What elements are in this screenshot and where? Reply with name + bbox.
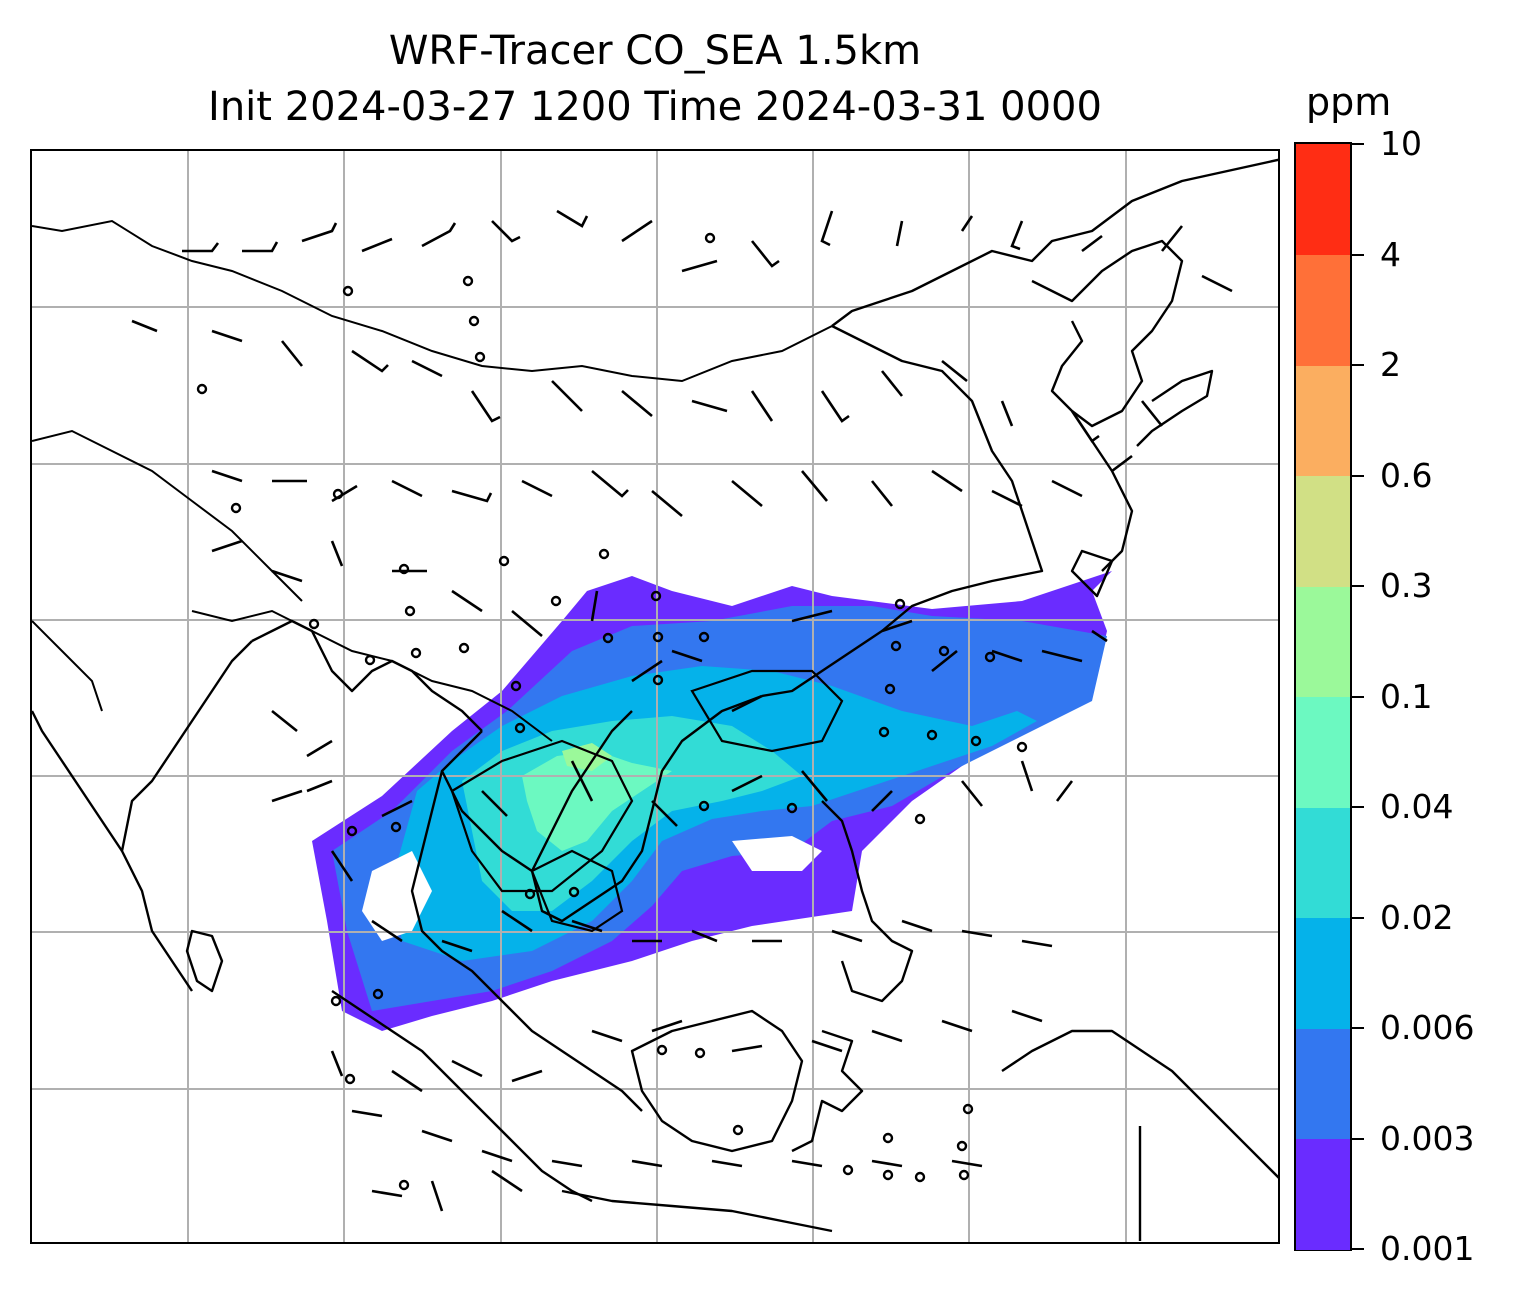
coast-philippines [821, 800, 914, 1003]
colorbar-tick-label: 0.001 [1380, 1229, 1475, 1268]
coast-borneo [630, 1009, 804, 1153]
coast-sri-lanka [185, 929, 224, 993]
colorbar-tick-label: 0.3 [1380, 566, 1433, 605]
coast-north-east-inland [1091, 440, 1134, 572]
coast-korea [1031, 239, 1184, 428]
map-panel[interactable] [30, 149, 1280, 1244]
colorbar-tick-label: 2 [1380, 345, 1401, 384]
gridlines [32, 151, 1278, 1242]
coast-india-west [32, 710, 123, 852]
colorbar-tick [1352, 1137, 1364, 1140]
colorbar-tick-label: 0.006 [1380, 1008, 1475, 1047]
colorbar-band [1296, 1138, 1350, 1250]
concentration-field [312, 571, 1112, 1031]
colorbar-tick [1352, 474, 1364, 477]
colorbar-band [1296, 254, 1350, 366]
coast-myanmar [251, 619, 483, 732]
colorbar-tick-label: 10 [1380, 124, 1422, 163]
plume-gap [362, 851, 432, 941]
colorbar-tick [1352, 143, 1364, 145]
colorbar-tick-label: 0.1 [1380, 676, 1433, 716]
colorbar-tick [1352, 585, 1364, 587]
colorbar-tick [1352, 1248, 1364, 1250]
coast-japan [1136, 369, 1214, 447]
coast-gulf-thailand [440, 730, 533, 872]
colorbar-tick-label: 0.04 [1380, 787, 1454, 826]
colorbar-band [1296, 586, 1350, 697]
coast-india [120, 640, 253, 992]
chart-title-line2: Init 2024-03-27 1200 Time 2024-03-31 000… [208, 84, 1102, 130]
coast-new-guinea [1001, 1029, 1278, 1179]
colorbar-band [1296, 1028, 1350, 1139]
colorbar-tick [1352, 695, 1364, 698]
plume-gap [732, 836, 822, 871]
coast-north-east-asia [831, 158, 1278, 327]
colorbar [1294, 142, 1352, 1251]
colorbar-tick [1352, 806, 1364, 808]
colorbar-tick [1352, 364, 1364, 366]
colorbar-tick [1352, 1027, 1364, 1029]
coast-vietnam [530, 694, 763, 923]
coast-sulawesi [791, 1029, 864, 1153]
contours [450, 669, 844, 933]
colorbar-tick-label: 0.02 [1380, 897, 1454, 937]
coast-sumatra [331, 990, 593, 1203]
colorbar-band [1296, 475, 1350, 587]
wind-barbs [131, 209, 1233, 1212]
chart-title-line1: WRF-Tracer CO_SEA 1.5km [388, 28, 922, 74]
colorbar-band [1296, 807, 1350, 918]
colorbar-band [1296, 696, 1350, 808]
coast-malay-peninsula [410, 770, 643, 1112]
calm-wind-markers [196, 232, 1028, 1191]
coast-china-east [761, 324, 1044, 698]
colorbar-tick [1352, 253, 1364, 256]
colorbar-band [1296, 917, 1350, 1029]
map-canvas [32, 151, 1278, 1242]
colorbar-tick-label: 0.003 [1380, 1118, 1475, 1158]
colorbar-tick [1352, 916, 1364, 919]
coast-java [561, 1189, 833, 1233]
colorbar-band [1296, 144, 1350, 255]
colorbar-band [1296, 365, 1350, 476]
colorbar-tick-label: 4 [1380, 234, 1401, 274]
colorbar-tick-label: 0.6 [1380, 455, 1433, 495]
colorbar-unit-label: ppm [1306, 80, 1392, 124]
